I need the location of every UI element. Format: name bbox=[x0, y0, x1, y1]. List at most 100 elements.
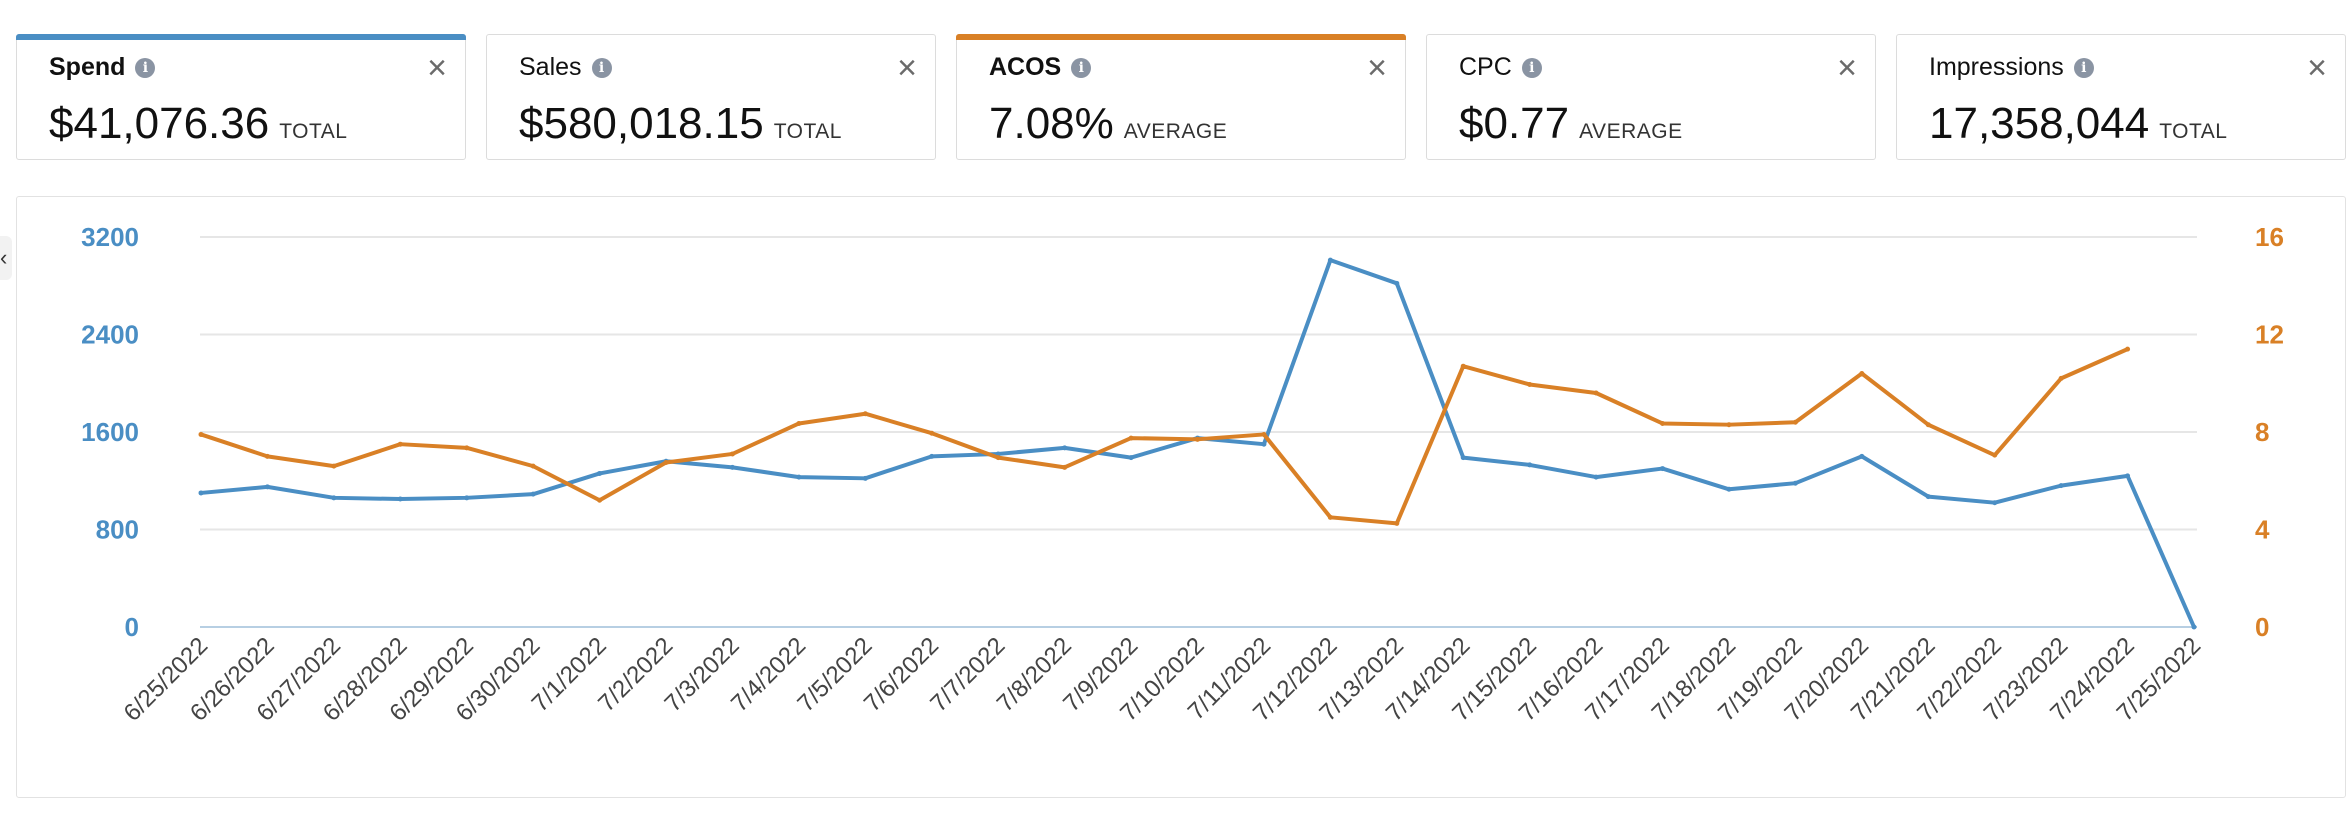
data-point-acos bbox=[1660, 420, 1666, 426]
data-point-acos bbox=[1925, 422, 1931, 428]
data-point-spend bbox=[1394, 280, 1400, 286]
data-point-spend bbox=[1460, 455, 1466, 461]
data-point-acos bbox=[1128, 435, 1134, 441]
left-axis-tick: 2400 bbox=[81, 320, 139, 350]
data-point-acos bbox=[1792, 419, 1798, 425]
data-point-acos bbox=[2058, 375, 2064, 381]
data-point-spend bbox=[2191, 624, 2197, 630]
data-point-acos bbox=[1261, 431, 1267, 437]
data-point-spend bbox=[1792, 480, 1798, 486]
left-axis-tick: 800 bbox=[96, 515, 139, 545]
data-point-spend bbox=[397, 496, 403, 502]
data-point-spend bbox=[729, 464, 735, 470]
info-icon[interactable]: i bbox=[1071, 57, 1092, 78]
card-selected-bar bbox=[956, 34, 1406, 40]
metric-value: $580,018.15 bbox=[519, 99, 764, 148]
data-point-acos bbox=[929, 430, 935, 436]
metric-cards: Spend i × $41,076.36 TOTAL Sales i × $58… bbox=[16, 34, 2350, 164]
data-point-spend bbox=[1261, 441, 1267, 447]
metric-unit: AVERAGE bbox=[1123, 120, 1228, 143]
metric-card-acos[interactable]: ACOS i × 7.08% AVERAGE bbox=[956, 34, 1406, 160]
metric-title: CPC i bbox=[1459, 53, 1542, 82]
metric-value-row: $0.77 AVERAGE bbox=[1459, 99, 1683, 149]
data-point-acos bbox=[1195, 436, 1200, 442]
metric-card-cpc[interactable]: CPC i × $0.77 AVERAGE bbox=[1426, 34, 1876, 160]
close-icon[interactable]: × bbox=[2307, 49, 2327, 87]
close-icon[interactable]: × bbox=[1367, 49, 1387, 87]
data-point-acos bbox=[530, 463, 536, 469]
data-point-acos bbox=[397, 441, 403, 447]
metric-value-row: $580,018.15 TOTAL bbox=[519, 99, 842, 149]
metric-unit: TOTAL bbox=[773, 120, 842, 143]
chevron-left-icon[interactable]: ‹ bbox=[0, 236, 12, 280]
data-point-acos bbox=[1859, 371, 1865, 376]
data-point-acos bbox=[862, 411, 868, 417]
data-point-acos bbox=[1394, 520, 1400, 526]
close-icon[interactable]: × bbox=[427, 49, 447, 87]
metric-card-impressions[interactable]: Impressions i × 17,358,044 TOTAL bbox=[1896, 34, 2346, 160]
data-point-spend bbox=[1925, 494, 1931, 500]
right-axis-tick: 4 bbox=[2255, 515, 2270, 545]
data-point-acos bbox=[1726, 422, 1732, 428]
metric-value: 17,358,044 bbox=[1929, 99, 2150, 148]
metric-value-row: 7.08% AVERAGE bbox=[989, 99, 1227, 149]
metric-value: $0.77 bbox=[1459, 99, 1570, 148]
data-point-spend bbox=[1859, 453, 1865, 459]
data-point-spend bbox=[331, 495, 337, 501]
data-point-spend bbox=[1726, 486, 1732, 492]
data-point-acos bbox=[995, 455, 1001, 461]
data-point-spend bbox=[198, 490, 204, 496]
metric-value: 7.08% bbox=[989, 99, 1114, 148]
data-point-spend bbox=[1992, 500, 1998, 506]
metric-unit: TOTAL bbox=[279, 120, 348, 143]
data-point-acos bbox=[1593, 390, 1599, 396]
close-icon[interactable]: × bbox=[897, 49, 917, 87]
data-point-spend bbox=[1660, 466, 1666, 472]
data-point-spend bbox=[862, 475, 868, 481]
data-point-spend bbox=[796, 474, 802, 480]
metric-label: Sales bbox=[519, 53, 582, 81]
metric-label: CPC bbox=[1459, 53, 1512, 81]
data-point-spend bbox=[1062, 445, 1068, 451]
metric-title: ACOS i bbox=[989, 53, 1092, 82]
metric-card-spend[interactable]: Spend i × $41,076.36 TOTAL bbox=[16, 34, 466, 160]
metric-unit: AVERAGE bbox=[1579, 120, 1683, 143]
right-axis-tick: 8 bbox=[2255, 417, 2269, 447]
right-axis-tick: 12 bbox=[2255, 320, 2284, 350]
metric-label: ACOS bbox=[989, 53, 1062, 81]
metric-card-sales[interactable]: Sales i × $580,018.15 TOTAL bbox=[486, 34, 936, 160]
card-selected-bar bbox=[16, 34, 466, 40]
series-line-spend bbox=[200, 258, 2196, 628]
info-icon[interactable]: i bbox=[591, 57, 612, 78]
series-line-acos bbox=[200, 347, 2129, 526]
data-point-spend bbox=[530, 491, 536, 497]
data-point-spend bbox=[929, 453, 935, 459]
data-point-acos bbox=[331, 463, 337, 469]
info-icon[interactable]: i bbox=[135, 57, 156, 78]
info-icon[interactable]: i bbox=[2073, 57, 2094, 78]
left-axis-tick: 1600 bbox=[81, 417, 139, 447]
metric-value-row: $41,076.36 TOTAL bbox=[49, 99, 347, 149]
close-icon[interactable]: × bbox=[1837, 49, 1857, 87]
data-point-acos bbox=[796, 420, 802, 426]
data-point-spend bbox=[464, 495, 470, 501]
data-point-acos bbox=[1527, 381, 1533, 387]
chart-panel: 0 800 1600 2400 3200 0 4 8 12 16 6/25/2022 6/26/202… bbox=[16, 196, 2346, 798]
right-axis-tick: 0 bbox=[2255, 612, 2269, 642]
data-point-spend bbox=[2125, 473, 2131, 479]
metric-unit: TOTAL bbox=[2159, 120, 2228, 143]
data-point-acos bbox=[663, 459, 669, 465]
left-axis-tick: 0 bbox=[125, 612, 139, 642]
data-point-spend bbox=[264, 484, 270, 490]
data-point-spend bbox=[1527, 462, 1533, 468]
right-axis-tick: 16 bbox=[2255, 222, 2284, 252]
data-point-acos bbox=[1992, 452, 1998, 458]
data-point-acos bbox=[264, 453, 270, 459]
metric-title: Sales i bbox=[519, 53, 612, 82]
left-axis-tick: 3200 bbox=[81, 222, 139, 252]
metric-label: Spend bbox=[49, 53, 126, 81]
data-point-acos bbox=[198, 431, 204, 437]
line-chart[interactable]: 080016002400320004812166/25/20226/26/202… bbox=[17, 197, 2345, 797]
info-icon[interactable]: i bbox=[1521, 57, 1542, 78]
data-point-spend bbox=[1327, 257, 1333, 263]
